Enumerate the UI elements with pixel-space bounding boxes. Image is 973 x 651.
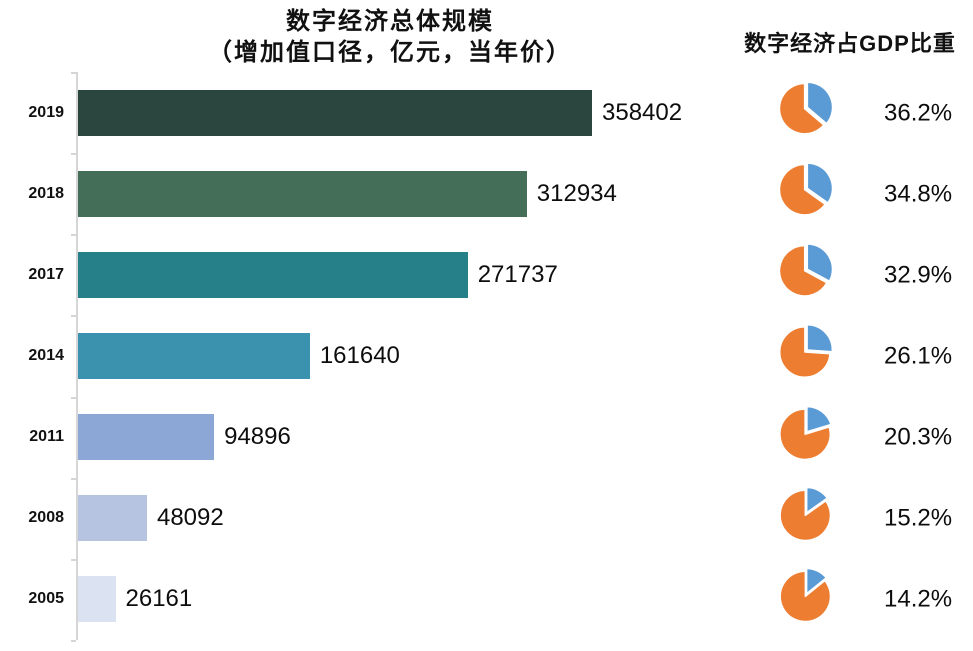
- year-label: 2008: [28, 509, 64, 527]
- axis-tick: [71, 558, 76, 561]
- pie-slice-remainder: [778, 82, 825, 135]
- value-label: 48092: [156, 504, 224, 532]
- pie-chart: [778, 81, 834, 135]
- chart-row: 2014 161640 26.1%: [0, 315, 973, 396]
- percentage-label: 15.2%: [884, 504, 953, 532]
- pie-chart-title: 数字经济占GDP比重: [744, 31, 956, 56]
- pie-chart: [778, 243, 834, 297]
- value-label: 312934: [536, 179, 617, 207]
- pie-slice-share: [806, 81, 834, 125]
- pie-chart: [779, 405, 832, 460]
- value-bar: [78, 251, 468, 298]
- year-label: 2011: [29, 428, 64, 446]
- value-bar: [78, 414, 215, 461]
- pie-slice-remainder: [779, 489, 832, 541]
- value-bar: [78, 576, 116, 623]
- pie-chart: [779, 567, 832, 623]
- percentage-label: 34.8%: [884, 180, 953, 208]
- pie-slice-share: [805, 486, 828, 514]
- year-label: 2019: [28, 103, 64, 121]
- pie-chart: [779, 324, 833, 379]
- pie-slice-remainder: [778, 245, 828, 297]
- chart-row: 2019 358402 36.2%: [0, 72, 973, 153]
- value-label: 161640: [319, 341, 400, 369]
- value-bar: [78, 332, 310, 379]
- axis-tick: [71, 640, 76, 642]
- pie-chart: [778, 162, 834, 216]
- axis-tick: [71, 477, 76, 480]
- pie-slice-remainder: [779, 407, 831, 460]
- pie-slice-remainder: [779, 326, 831, 379]
- value-label: 358402: [602, 98, 683, 126]
- percentage-label: 14.2%: [884, 585, 953, 613]
- value-label: 26161: [125, 585, 193, 613]
- pie-slice-share: [805, 567, 827, 595]
- bar-chart-title-line1: 数字经济总体规模: [286, 8, 494, 35]
- pie-slice-remainder: [779, 570, 832, 623]
- pie-slice-remainder: [778, 163, 826, 216]
- chart-row: 2008 48092 15.2%: [0, 478, 973, 559]
- pie-slice-share: [806, 405, 832, 433]
- axis-tick: [71, 72, 76, 74]
- axis-tick: [71, 153, 76, 156]
- chart-row: 2017 271737 32.9%: [0, 234, 973, 315]
- value-bar: [78, 89, 592, 136]
- value-label: 94896: [224, 423, 291, 451]
- year-label: 2017: [28, 265, 64, 283]
- pie-chart: [779, 486, 832, 541]
- year-label: 2014: [28, 346, 64, 364]
- pie-slice-share: [806, 162, 834, 204]
- percentage-label: 20.3%: [884, 423, 953, 451]
- bar-chart-title-line2: （增加值口径，亿元，当年价）: [208, 39, 572, 66]
- value-bar: [78, 495, 147, 542]
- axis-tick: [71, 234, 76, 237]
- percentage-label: 32.9%: [884, 261, 953, 289]
- bar-plot-area: [71, 72, 618, 642]
- percentage-label: 26.1%: [884, 342, 953, 370]
- bar-chart-title: 数字经济总体规模 （增加值口径，亿元，当年价）: [80, 6, 700, 68]
- year-label: 2005: [28, 590, 64, 608]
- chart-row: 2005 26161 14.2%: [0, 559, 973, 640]
- percentage-label: 36.2%: [884, 99, 953, 127]
- value-label: 271737: [477, 260, 558, 288]
- axis-tick: [71, 396, 76, 399]
- pie-slice-share: [806, 324, 833, 353]
- chart-row: 2018 312934 34.8%: [0, 153, 973, 234]
- axis-tick: [71, 315, 76, 318]
- pie-slice-share: [806, 243, 834, 283]
- value-bar: [78, 170, 527, 217]
- year-label: 2018: [28, 184, 64, 202]
- chart-row: 2011 94896 20.3%: [0, 397, 973, 478]
